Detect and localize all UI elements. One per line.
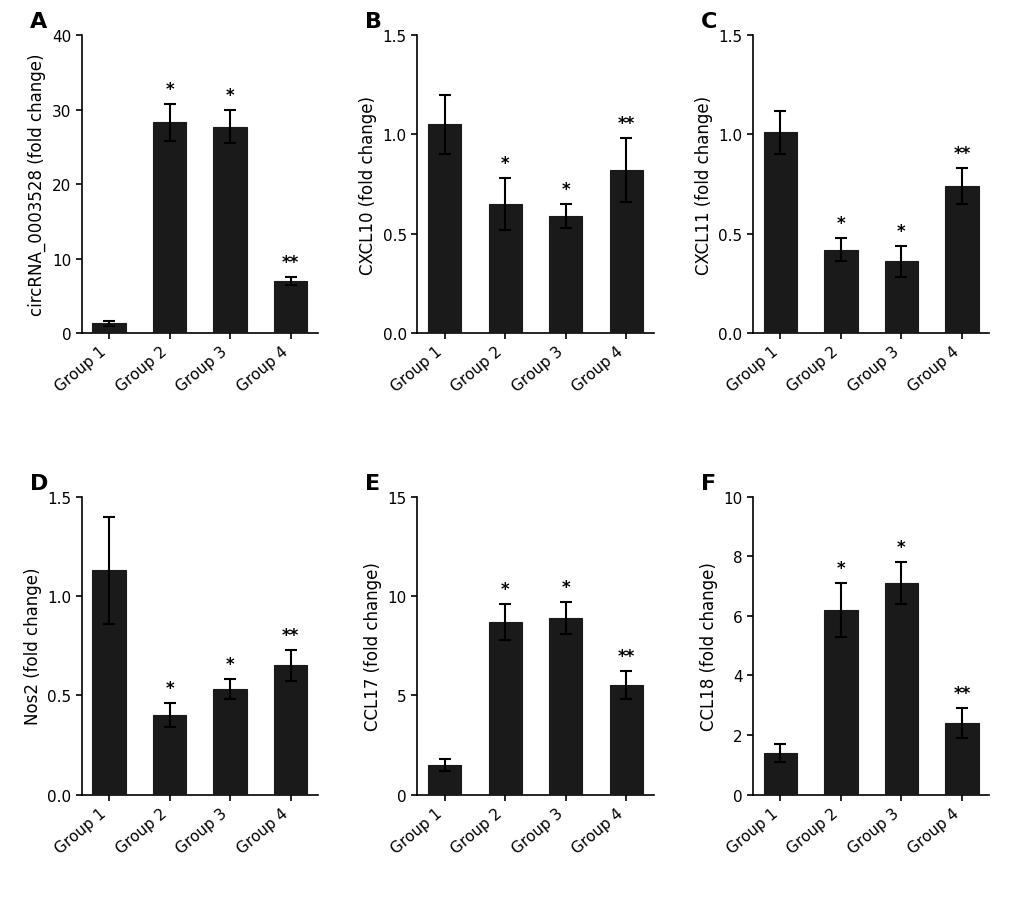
Text: B: B bbox=[365, 13, 382, 33]
Text: *: * bbox=[560, 578, 570, 596]
Bar bbox=[883, 583, 917, 795]
Text: **: ** bbox=[281, 254, 299, 272]
Bar bbox=[93, 324, 125, 333]
Y-axis label: CXCL10 (fold change): CXCL10 (fold change) bbox=[359, 96, 377, 275]
Text: *: * bbox=[165, 80, 173, 98]
Bar bbox=[945, 723, 977, 795]
Bar bbox=[945, 187, 977, 333]
Bar bbox=[609, 685, 642, 795]
Text: **: ** bbox=[281, 626, 299, 644]
Text: *: * bbox=[897, 222, 905, 240]
Text: *: * bbox=[225, 656, 234, 674]
Bar bbox=[763, 134, 796, 333]
Text: *: * bbox=[836, 215, 845, 232]
Bar bbox=[274, 666, 307, 795]
Text: *: * bbox=[165, 679, 173, 697]
Text: A: A bbox=[30, 13, 47, 33]
Bar bbox=[883, 262, 917, 333]
Text: **: ** bbox=[953, 145, 970, 163]
Text: *: * bbox=[836, 560, 845, 578]
Bar bbox=[213, 690, 247, 795]
Bar bbox=[548, 217, 582, 333]
Bar bbox=[488, 622, 522, 795]
Text: *: * bbox=[500, 155, 510, 173]
Text: **: ** bbox=[618, 647, 634, 666]
Bar bbox=[428, 765, 461, 795]
Text: C: C bbox=[700, 13, 716, 33]
Bar bbox=[548, 619, 582, 795]
Y-axis label: circRNA_0003528 (fold change): circRNA_0003528 (fold change) bbox=[28, 54, 46, 316]
Text: *: * bbox=[225, 88, 234, 106]
Text: E: E bbox=[365, 473, 380, 493]
Bar bbox=[763, 753, 796, 795]
Bar bbox=[609, 171, 642, 333]
Y-axis label: CXCL11 (fold change): CXCL11 (fold change) bbox=[694, 96, 712, 275]
Text: **: ** bbox=[953, 684, 970, 703]
Bar bbox=[153, 123, 186, 333]
Text: *: * bbox=[560, 181, 570, 199]
Bar bbox=[823, 250, 857, 333]
Text: F: F bbox=[700, 473, 715, 493]
Bar bbox=[428, 126, 461, 333]
Bar bbox=[213, 127, 247, 333]
Y-axis label: Nos2 (fold change): Nos2 (fold change) bbox=[23, 567, 42, 724]
Bar bbox=[274, 282, 307, 333]
Text: *: * bbox=[500, 581, 510, 599]
Bar bbox=[488, 205, 522, 333]
Bar bbox=[93, 571, 125, 795]
Text: **: ** bbox=[618, 116, 634, 134]
Text: *: * bbox=[897, 539, 905, 556]
Y-axis label: CCL17 (fold change): CCL17 (fold change) bbox=[364, 562, 382, 731]
Bar bbox=[823, 610, 857, 795]
Text: D: D bbox=[30, 473, 48, 493]
Bar bbox=[153, 715, 186, 795]
Y-axis label: CCL18 (fold change): CCL18 (fold change) bbox=[699, 562, 717, 731]
